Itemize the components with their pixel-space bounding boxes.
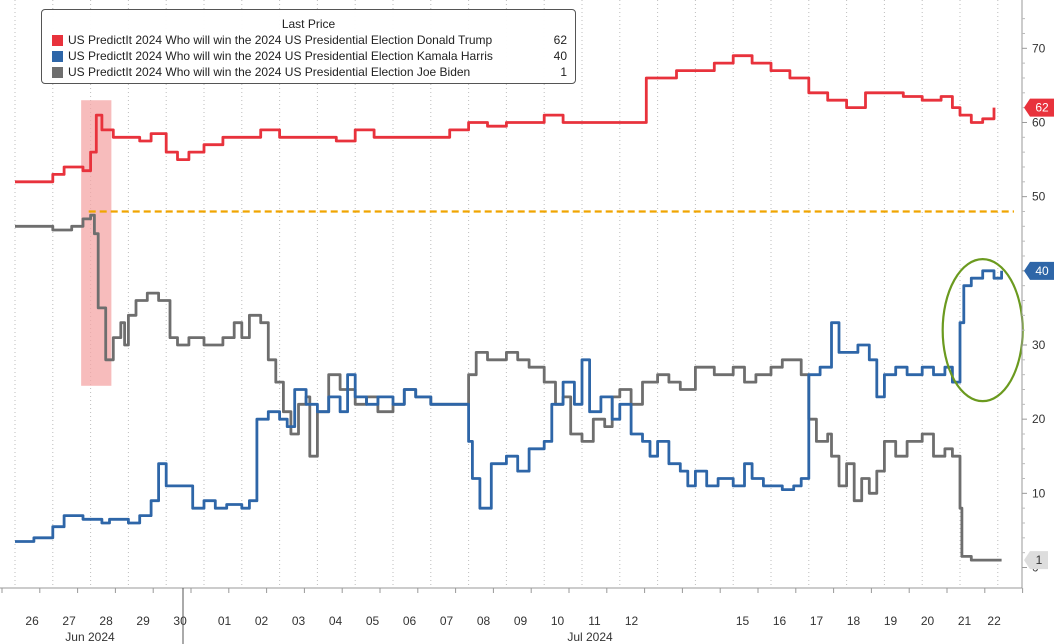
badge-trump: 62 bbox=[1024, 98, 1054, 117]
month-label-jun: Jun 2024 bbox=[65, 630, 115, 644]
x-tick-label: 06 bbox=[403, 614, 417, 628]
x-tick-label: 11 bbox=[588, 614, 601, 628]
x-tick-label: 08 bbox=[477, 614, 491, 628]
series-line-biden bbox=[15, 213, 1002, 562]
y-tick-label: 70 bbox=[1032, 41, 1046, 55]
annotation-ellipse bbox=[941, 258, 1024, 403]
x-tick-label: 12 bbox=[625, 614, 639, 628]
x-tick-label: 18 bbox=[847, 614, 861, 628]
legend-value-harris: 40 bbox=[553, 49, 567, 63]
legend-item-harris: US PredictIt 2024 Who will win the 2024 … bbox=[42, 48, 575, 64]
legend-swatch-trump bbox=[52, 34, 63, 46]
y-tick-label: 10 bbox=[1032, 486, 1046, 500]
badge-harris: 40 bbox=[1024, 261, 1054, 280]
x-tick-label: 22 bbox=[987, 614, 1001, 628]
legend-value-trump: 62 bbox=[553, 33, 567, 47]
x-tick-label: 07 bbox=[440, 614, 454, 628]
vertical-gridlines bbox=[14, 0, 999, 588]
x-tick-label: 16 bbox=[773, 614, 787, 628]
legend-label-harris: US PredictIt 2024 Who will win the 2024 … bbox=[68, 49, 493, 63]
badge-biden: 1 bbox=[1024, 551, 1048, 570]
y-tick-label: 50 bbox=[1032, 190, 1046, 204]
legend-value-biden: 1 bbox=[560, 65, 567, 79]
x-tick-label: 26 bbox=[25, 614, 39, 628]
legend-swatch-biden bbox=[52, 66, 63, 78]
legend-label-biden: US PredictIt 2024 Who will win the 2024 … bbox=[68, 65, 471, 79]
badge-shape bbox=[1024, 98, 1054, 117]
x-tick-label: 02 bbox=[255, 614, 269, 628]
x-tick-label: 01 bbox=[218, 614, 232, 628]
x-tick-label: 28 bbox=[99, 614, 113, 628]
badge-label: 1 bbox=[1036, 553, 1043, 567]
x-tick-label: 09 bbox=[514, 614, 528, 628]
x-tick-label: 15 bbox=[736, 614, 750, 628]
last-price-badges: 62 40 1 bbox=[1024, 98, 1054, 570]
badge-shape bbox=[1024, 261, 1054, 280]
x-tick-label: 30 bbox=[173, 614, 187, 628]
series-line-trump bbox=[15, 54, 996, 184]
x-tick-label: 27 bbox=[62, 614, 76, 628]
badge-label: 62 bbox=[1035, 101, 1049, 115]
x-axis: 26 27 28 29 30 01 02 03 04 05 06 07 08 09 10 11 12 15 16 17… bbox=[0, 587, 1024, 644]
x-tick-label: 19 bbox=[884, 614, 898, 628]
badge-shape bbox=[1024, 551, 1048, 570]
x-tick-label: 10 bbox=[551, 614, 565, 628]
y-tick-label: 60 bbox=[1032, 115, 1046, 129]
x-tick-label: 03 bbox=[292, 614, 306, 628]
legend-title: Last Price bbox=[281, 17, 336, 31]
x-tick-label: 21 bbox=[958, 614, 972, 628]
x-tick-label: 29 bbox=[136, 614, 150, 628]
legend: Last Price US PredictIt 2024 Who will wi… bbox=[41, 9, 576, 84]
legend-label-trump: US PredictIt 2024 Who will win the 2024 … bbox=[68, 33, 493, 47]
y-tick-label: 20 bbox=[1032, 412, 1046, 426]
x-tick-label: 20 bbox=[921, 614, 935, 628]
series-line-harris bbox=[15, 269, 1003, 543]
x-tick-label: 17 bbox=[810, 614, 824, 628]
legend-swatch-harris bbox=[52, 50, 63, 62]
series-lines bbox=[15, 54, 1003, 562]
badge-label: 40 bbox=[1035, 264, 1049, 278]
y-tick-label: 30 bbox=[1032, 338, 1046, 352]
legend-item-trump: US PredictIt 2024 Who will win the 2024 … bbox=[42, 32, 575, 48]
x-tick-label: 04 bbox=[329, 614, 343, 628]
legend-item-biden: US PredictIt 2024 Who will win the 2024 … bbox=[42, 64, 575, 80]
month-label-jul: Jul 2024 bbox=[567, 630, 613, 644]
x-tick-label: 05 bbox=[366, 614, 380, 628]
